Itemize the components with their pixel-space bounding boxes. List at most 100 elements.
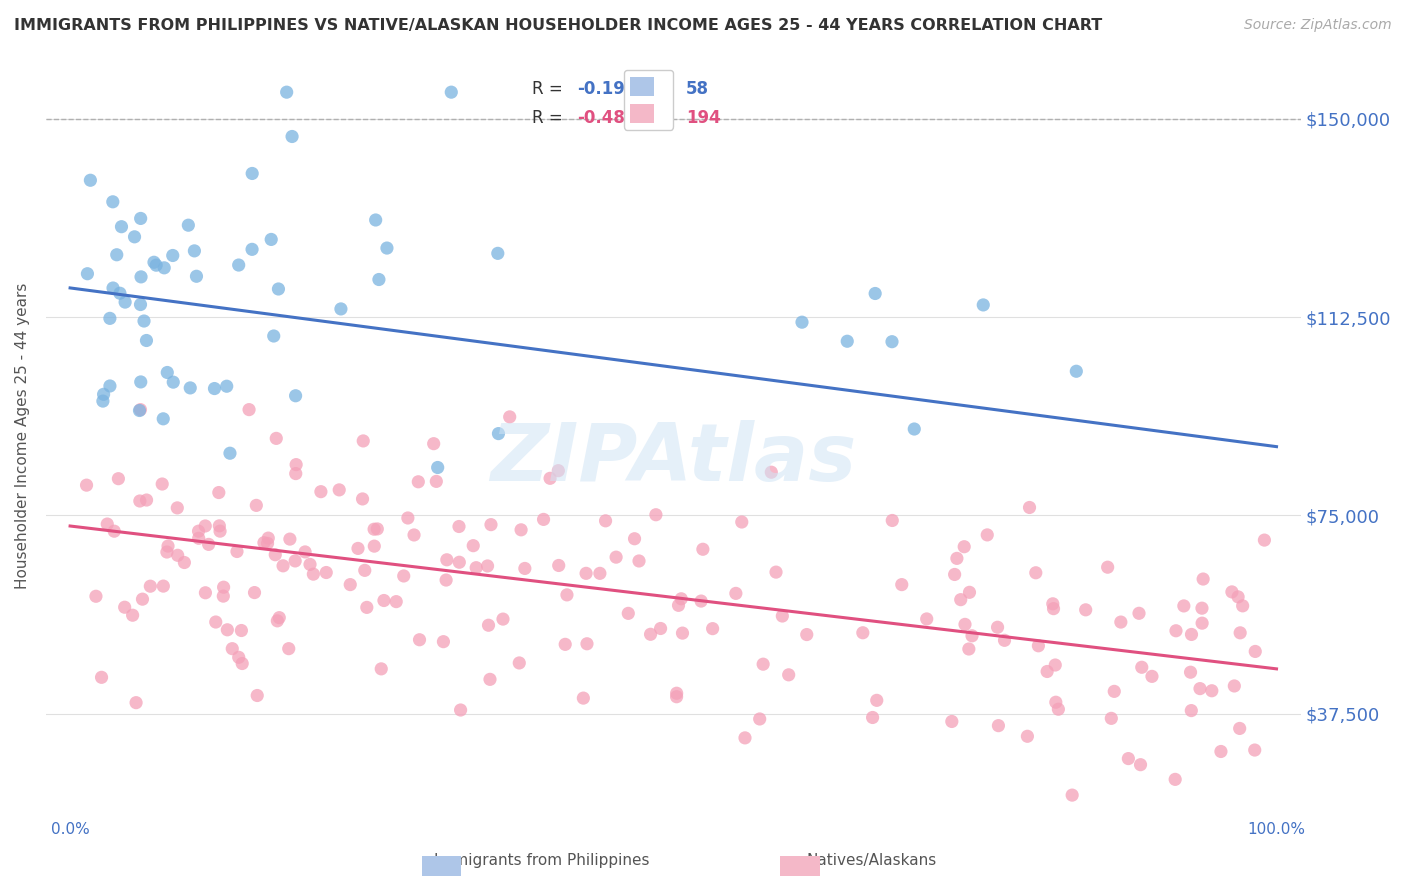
Point [692, 542, 714, 557]
Point [426, 460, 449, 475]
Point [217, 623, 239, 637]
Point [890, 577, 912, 591]
Point [1129, 757, 1152, 772]
Point [449, 555, 471, 569]
Point [267, 282, 290, 296]
Point [1097, 560, 1119, 574]
Point [231, 624, 253, 638]
Point [499, 409, 522, 424]
Point [665, 690, 688, 704]
Y-axis label: Householder Income Ages 25 - 44 years: Householder Income Ages 25 - 44 years [15, 283, 30, 590]
Point [145, 258, 167, 272]
Point [128, 403, 150, 417]
Point [575, 637, 598, 651]
Point [243, 585, 266, 599]
Point [765, 565, 787, 579]
Point [837, 334, 859, 349]
Point [315, 566, 337, 580]
Text: Immigrants from Philippines: Immigrants from Philippines [433, 853, 650, 868]
Point [432, 634, 454, 648]
Point [257, 531, 280, 545]
Point [284, 554, 307, 568]
Point [245, 499, 267, 513]
Point [107, 472, 129, 486]
Point [508, 656, 530, 670]
Point [1229, 722, 1251, 736]
Point [748, 712, 770, 726]
Point [1223, 679, 1246, 693]
Point [422, 436, 444, 450]
Point [993, 633, 1015, 648]
Point [156, 366, 179, 380]
Point [440, 85, 463, 99]
Point [1180, 704, 1202, 718]
Point [162, 248, 184, 262]
Point [1180, 627, 1202, 641]
Point [572, 691, 595, 706]
Point [194, 519, 217, 533]
Point [1209, 744, 1232, 758]
Point [1140, 669, 1163, 683]
Point [1191, 616, 1213, 631]
Point [1042, 601, 1064, 615]
Text: ZIPAtlas: ZIPAtlas [491, 420, 856, 498]
Point [595, 514, 617, 528]
Point [219, 446, 242, 460]
Point [177, 218, 200, 232]
Point [665, 686, 688, 700]
Point [96, 517, 118, 532]
Point [650, 622, 672, 636]
Point [1173, 599, 1195, 613]
Point [392, 569, 415, 583]
Point [284, 467, 307, 481]
Point [187, 524, 209, 538]
Point [450, 703, 472, 717]
Point [959, 585, 981, 599]
Point [228, 650, 250, 665]
Point [256, 536, 278, 550]
Point [156, 545, 179, 559]
Point [366, 522, 388, 536]
Point [941, 714, 963, 729]
Point [98, 311, 121, 326]
Point [623, 532, 645, 546]
Point [328, 483, 350, 497]
Point [179, 381, 201, 395]
Point [90, 670, 112, 684]
Point [264, 548, 287, 562]
Point [129, 297, 152, 311]
Point [135, 334, 157, 348]
Point [943, 567, 966, 582]
Text: R =: R = [531, 109, 562, 127]
Point [671, 626, 693, 640]
Point [135, 493, 157, 508]
Point [212, 589, 235, 603]
Point [76, 478, 98, 492]
Point [285, 458, 308, 472]
Point [183, 244, 205, 258]
Text: Source: ZipAtlas.com: Source: ZipAtlas.com [1244, 18, 1392, 32]
Point [266, 614, 288, 628]
Point [105, 248, 128, 262]
Point [363, 539, 385, 553]
Point [617, 607, 640, 621]
Point [375, 241, 398, 255]
Point [101, 281, 124, 295]
Point [101, 194, 124, 209]
Point [129, 211, 152, 226]
Point [1253, 533, 1275, 547]
Point [589, 566, 612, 581]
Point [1118, 751, 1140, 765]
Point [1243, 743, 1265, 757]
Point [960, 629, 983, 643]
Point [353, 563, 375, 577]
Point [278, 532, 301, 546]
Point [1104, 684, 1126, 698]
Point [260, 232, 283, 246]
Point [1128, 607, 1150, 621]
Point [671, 591, 693, 606]
Point [373, 593, 395, 607]
Point [187, 531, 209, 545]
Point [987, 620, 1010, 634]
Point [1201, 683, 1223, 698]
